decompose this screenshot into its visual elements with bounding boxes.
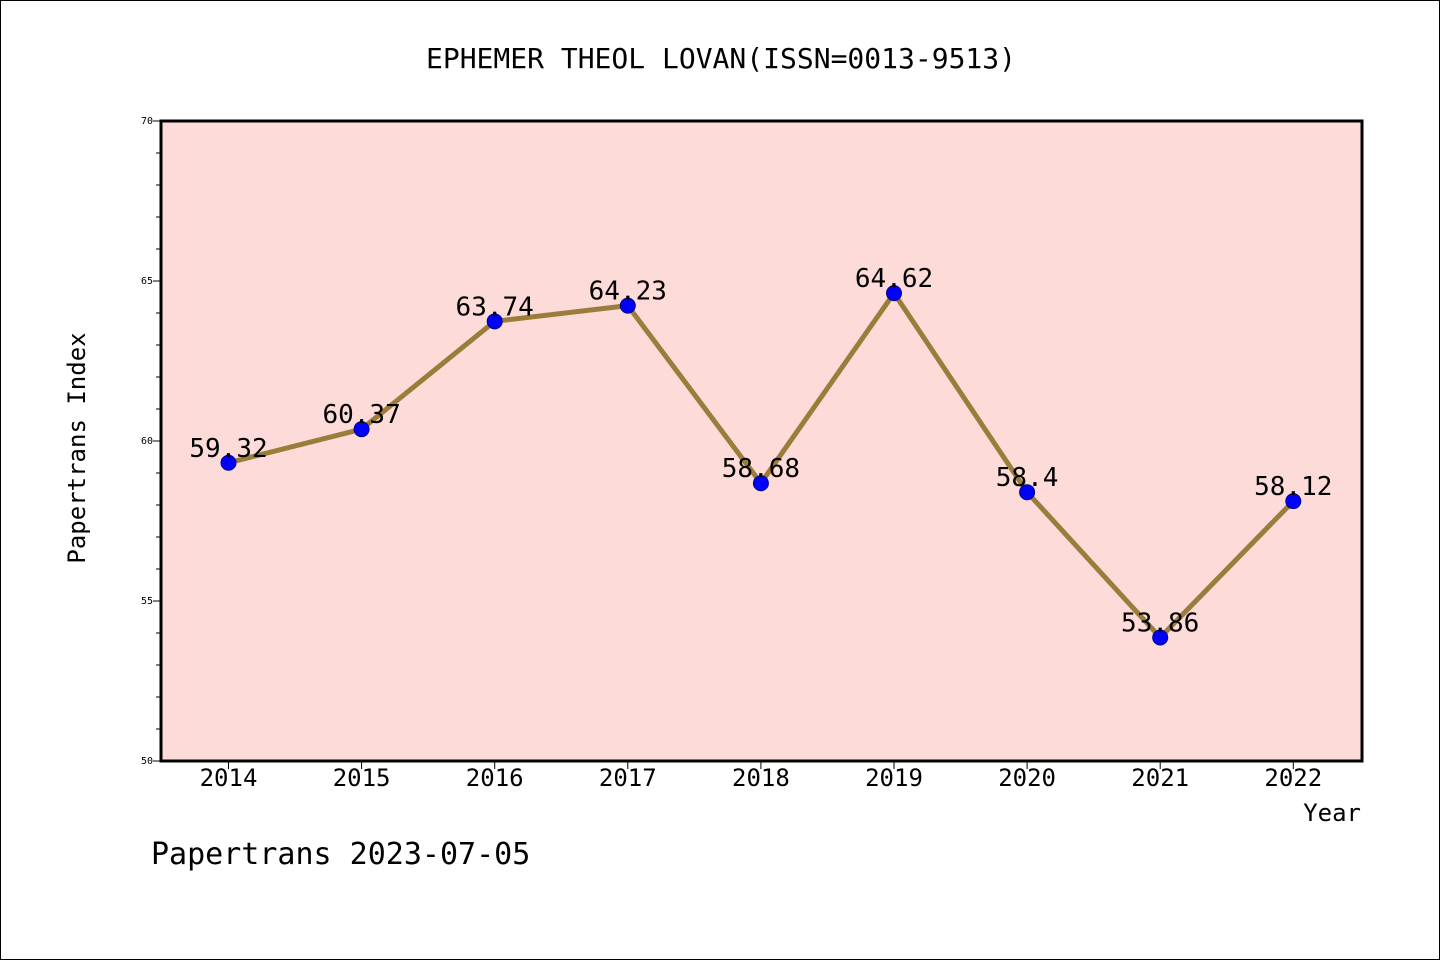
data-point [1019, 484, 1036, 501]
data-label: 63.74 [456, 292, 534, 322]
data-point [486, 313, 503, 330]
plot-area [159, 119, 1364, 763]
data-point [619, 297, 636, 314]
x-tick-label: 2014 [200, 764, 258, 792]
data-point [1152, 629, 1169, 646]
data-label: 58.12 [1254, 472, 1332, 502]
data-label: 60.37 [322, 400, 400, 430]
y-tick-label: 65 [141, 276, 153, 287]
data-label: 64.23 [589, 277, 667, 307]
data-point [886, 285, 902, 302]
chart-title: EPHEMER THEOL LOVAN(ISSN=0013-9513) [426, 42, 1016, 75]
data-label: 59.32 [189, 434, 267, 464]
x-tick-label: 2022 [1264, 764, 1322, 792]
data-label: 58.4 [996, 463, 1059, 493]
x-tick-label: 2017 [599, 764, 657, 792]
data-point [752, 475, 769, 492]
data-point [353, 421, 370, 438]
data-label: 53.86 [1121, 608, 1199, 638]
data-point [220, 454, 237, 471]
data-labels: 59.32 60.37 63.74 64.23 58.68 64.62 58.4 53.86 5… [189, 264, 1332, 638]
x-tick-label: 2021 [1131, 764, 1189, 792]
data-label: 58.68 [722, 454, 800, 484]
data-series [220, 285, 1302, 646]
x-tick-label: 2019 [865, 764, 923, 792]
y-tick-label: 50 [141, 756, 153, 767]
data-label: 64.62 [855, 264, 933, 294]
y-axis-title: Papertrans Index [63, 332, 91, 563]
x-axis: 2014 2015 2016 2017 2018 2019 2020 2021 2022 [200, 761, 1322, 792]
footer-text: Papertrans 2023-07-05 [151, 837, 530, 872]
y-tick-label: 70 [141, 116, 153, 127]
x-axis-title: Year [1303, 799, 1361, 827]
y-tick-label: 60 [141, 436, 153, 447]
x-tick-label: 2016 [466, 764, 524, 792]
y-tick-label: 55 [141, 596, 153, 607]
data-point [1285, 493, 1302, 510]
x-tick-label: 2015 [333, 764, 391, 792]
x-tick-label: 2018 [732, 764, 790, 792]
y-axis: 50 55 60 65 70 [141, 116, 161, 767]
x-tick-label: 2020 [998, 764, 1056, 792]
